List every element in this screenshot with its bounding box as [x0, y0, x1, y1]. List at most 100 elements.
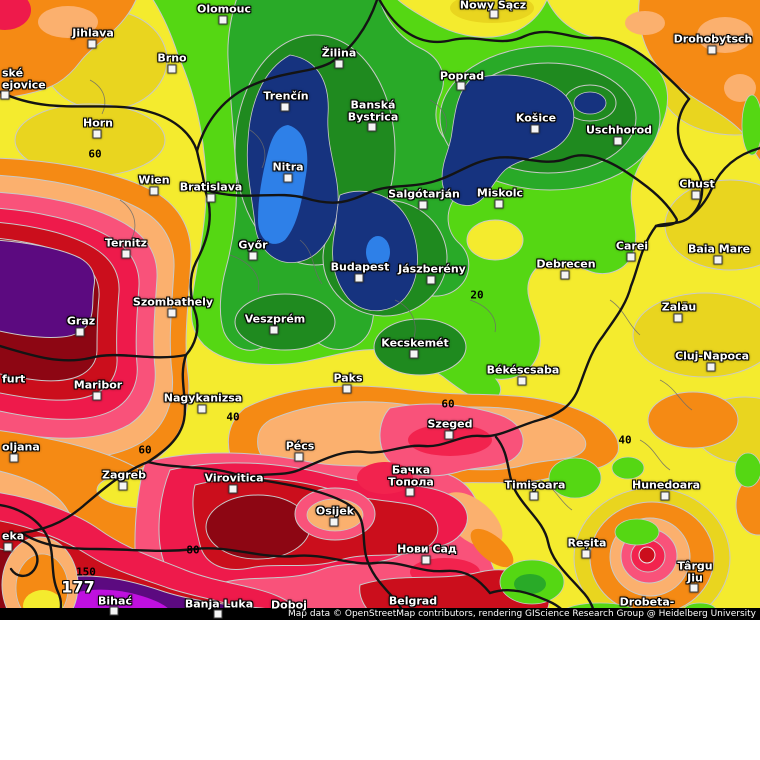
city-marker: [248, 251, 258, 261]
city-label: Horn: [82, 116, 114, 130]
city-label: Nowy Sącz: [459, 0, 527, 12]
city-label: Baia Mare: [687, 242, 751, 256]
city-marker: [613, 136, 623, 146]
city-label: Wien: [138, 173, 170, 187]
precipitation-max-label: 177: [61, 577, 95, 597]
contour-label: 60: [441, 397, 455, 411]
city-label: Žilina: [321, 46, 357, 60]
city-marker: [280, 102, 290, 112]
city-marker: [405, 487, 415, 497]
city-marker: [581, 549, 591, 559]
city-marker: [342, 384, 352, 394]
city-marker: [706, 362, 716, 372]
city-label: Békéscsaba: [486, 363, 560, 377]
city-label: Bihać: [98, 594, 132, 608]
city-marker: [660, 491, 670, 501]
city-marker: [213, 609, 223, 619]
city-marker: [87, 39, 97, 49]
city-marker: [529, 491, 539, 501]
city-marker: [167, 64, 177, 74]
precipitation-map[interactable]: Map data © OpenStreetMap contributors, r…: [0, 0, 760, 620]
city-marker: [269, 325, 279, 335]
city-label: Maribor: [73, 378, 123, 392]
city-marker: [3, 542, 13, 552]
city-label: Zagreb: [101, 468, 147, 482]
city-label: Cluj-Napoca: [674, 349, 750, 363]
legend-panel: Akkumulierte Niederschlagsmenge (mm) Von…: [0, 620, 760, 760]
city-marker: [167, 308, 177, 318]
precipitation-map-svg: [0, 0, 760, 620]
city-label: Timișoara: [504, 478, 566, 492]
city-marker: [456, 81, 466, 91]
city-marker: [197, 404, 207, 414]
city-marker: [530, 124, 540, 134]
city-label: Drobeta-: [619, 595, 675, 609]
city-marker: [713, 255, 723, 265]
city-marker: [560, 270, 570, 280]
city-marker: [494, 199, 504, 209]
city-marker: [334, 59, 344, 69]
city-marker: [228, 484, 238, 494]
city-label: Kecskemét: [381, 336, 449, 350]
city-label: Osijek: [315, 504, 355, 518]
city-marker: [118, 481, 128, 491]
city-label: Бачка Топола: [388, 463, 434, 488]
city-marker: [626, 252, 636, 262]
city-marker: [92, 129, 102, 139]
city-label: Pécs: [285, 439, 315, 453]
contour-label: 150: [76, 565, 96, 579]
contour-label: 20: [470, 288, 484, 302]
city-label: Olomouc: [196, 2, 252, 16]
city-label: Нови Сад: [397, 542, 457, 556]
city-marker: [329, 517, 339, 527]
city-marker: [421, 555, 431, 565]
city-marker: [707, 45, 717, 55]
contour-label: 40: [618, 433, 632, 447]
city-label: Veszprém: [244, 312, 306, 326]
city-label: Paks: [333, 371, 363, 385]
city-label: oljana: [2, 440, 40, 454]
city-label: Brno: [157, 51, 187, 65]
contour-label: 60: [88, 147, 102, 161]
city-marker: [206, 193, 216, 203]
city-label: Poprad: [439, 69, 485, 83]
city-marker: [109, 606, 119, 616]
city-marker: [367, 122, 377, 132]
city-label: Nagykanizsa: [163, 391, 243, 405]
city-label: Trenčín: [263, 89, 309, 103]
city-marker: [149, 186, 159, 196]
city-marker: [426, 275, 436, 285]
city-marker: [418, 200, 428, 210]
city-marker: [409, 349, 419, 359]
city-label: Hunedoara: [631, 478, 701, 492]
city-marker: [673, 313, 683, 323]
city-marker: [75, 327, 85, 337]
city-label: Doboj: [271, 598, 307, 612]
city-label: eka: [2, 529, 25, 543]
city-marker: [0, 90, 10, 100]
city-label: Győr: [238, 238, 268, 252]
city-label: Uschhorod: [585, 123, 653, 137]
city-marker: [354, 273, 364, 283]
contour-label: 80: [186, 543, 200, 557]
city-label: Banja Luka: [184, 597, 254, 611]
city-label: Belgrad: [388, 594, 438, 608]
city-marker: [489, 9, 499, 19]
city-label: Debrecen: [536, 257, 596, 271]
city-label: Drohobytsch: [673, 32, 753, 46]
map-attribution: Map data © OpenStreetMap contributors, r…: [0, 608, 760, 620]
city-marker: [689, 583, 699, 593]
city-marker: [294, 452, 304, 462]
city-label: Jászberény: [398, 262, 466, 276]
city-label: Graz: [66, 314, 96, 328]
city-label: Miskolc: [476, 186, 524, 200]
city-label: Salgótarján: [388, 187, 460, 201]
city-marker: [444, 430, 454, 440]
city-marker: [92, 391, 102, 401]
city-label: Bratislava: [179, 180, 243, 194]
city-marker: [218, 15, 228, 25]
city-label: Reșita: [567, 536, 607, 550]
city-label: Târgu Jiu: [677, 559, 713, 584]
city-marker: [517, 376, 527, 386]
